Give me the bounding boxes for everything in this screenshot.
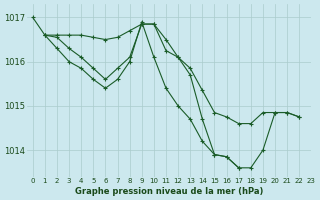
X-axis label: Graphe pression niveau de la mer (hPa): Graphe pression niveau de la mer (hPa): [75, 187, 263, 196]
